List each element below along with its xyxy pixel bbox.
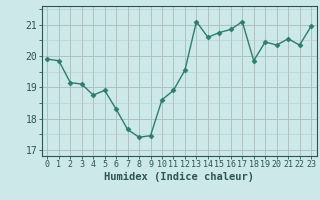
X-axis label: Humidex (Indice chaleur): Humidex (Indice chaleur) — [104, 172, 254, 182]
